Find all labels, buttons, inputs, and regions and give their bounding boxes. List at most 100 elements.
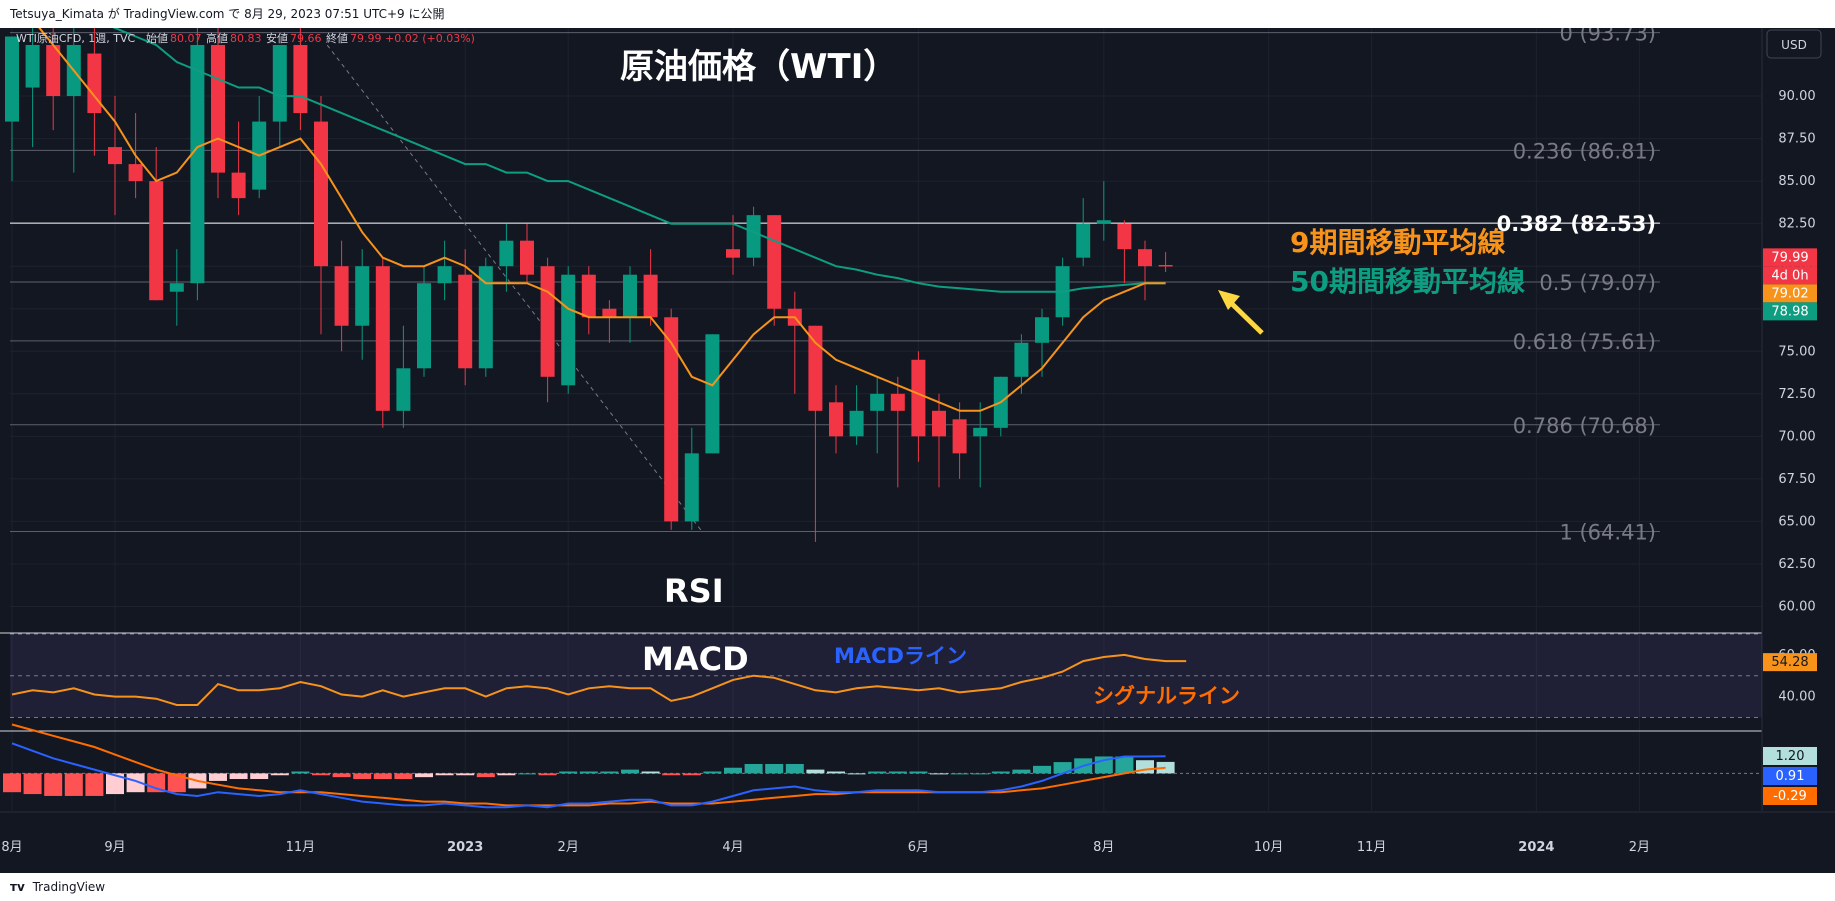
legend-close-label: 終値 [326, 31, 348, 45]
macd-histogram-bar [497, 773, 516, 776]
candle-body [1076, 223, 1091, 258]
time-tick-label: 2023 [447, 840, 483, 855]
price-badge-label: 79.99 [1771, 250, 1808, 265]
price-chart[interactable]: 0 (93.73) 0.236 (86.81) 0.382 (82.53) 0.5 (… [0, 28, 1835, 873]
candle-body [149, 181, 164, 301]
candle-body [581, 274, 596, 318]
macd-histogram-bar [270, 773, 289, 776]
candle-body [849, 410, 864, 437]
legend-open-label: 始値 [146, 31, 168, 45]
candle-body [973, 427, 988, 437]
candle-body [767, 215, 782, 309]
price-axis: 90.0087.5085.0082.5080.0077.5075.0072.50… [1763, 89, 1817, 805]
rsi-tick-label: 40.00 [1778, 690, 1815, 705]
time-tick-label: 10月 [1254, 840, 1284, 855]
candle-body [1158, 265, 1173, 267]
ma9-label: 9期間移動平均線 [1290, 226, 1505, 259]
tradingview-logo-icon: ᴛᴠ [10, 880, 25, 894]
tradingview-footer: ᴛᴠ TradingView [0, 873, 1835, 901]
candle-body [458, 274, 473, 369]
legend-open-value: 80.07 [170, 32, 202, 45]
macd-histogram-bar [1115, 756, 1134, 774]
time-tick-label: 2月 [558, 840, 579, 855]
candle-body [272, 45, 287, 122]
candle-body [561, 274, 576, 386]
candle-body [417, 283, 431, 369]
candle-body [1035, 317, 1049, 343]
rsi-badge [1763, 653, 1817, 672]
macd-histogram-bar [456, 773, 475, 776]
macd-histogram-bar [250, 773, 269, 780]
candle-body [169, 283, 184, 292]
macd-histogram-bar [1033, 765, 1051, 774]
tradingview-logo-text: TradingView [32, 880, 106, 894]
macd-histogram-bar [85, 773, 104, 796]
legend-low-value: 79.66 [290, 32, 322, 45]
legend-high-value: 80.83 [230, 32, 262, 45]
candle-body [108, 147, 122, 165]
macd-histogram-bar [641, 771, 660, 774]
price-badge [1763, 284, 1817, 303]
macd-histogram-bar [1012, 769, 1031, 774]
macd-histogram-bar [888, 771, 907, 774]
macd-histogram-bar [621, 769, 639, 774]
time-tick-label: 9月 [104, 840, 125, 855]
candle-body [46, 45, 61, 97]
candle-body [932, 410, 946, 437]
candle-body [87, 53, 102, 114]
candle-body [1096, 220, 1111, 224]
moving-averages [38, 28, 1166, 412]
candle-body [314, 121, 328, 267]
macd-histogram-bar [971, 773, 990, 775]
candle-body [726, 249, 740, 258]
macd-histogram-bar [373, 773, 392, 780]
signal-line-label: シグナルライン [1093, 684, 1240, 708]
currency-button[interactable]: USD [1766, 29, 1822, 59]
candle-body [643, 274, 658, 318]
fib-label: 0.382 (82.53) [1497, 212, 1656, 236]
macd-badge-label: 1.20 [1776, 749, 1805, 764]
candle-body [437, 266, 452, 284]
publish-info-bar: Tetsuya_Kimata が TradingView.com で 8月 29… [0, 0, 1835, 28]
legend-close-value: 79.99 +0.02 (+0.03%) [350, 32, 475, 45]
macd-histogram-bar [559, 771, 578, 774]
macd-histogram-bar [703, 771, 722, 774]
price-tick-label: 72.50 [1778, 387, 1815, 402]
macd-histogram-bar [662, 773, 681, 776]
candle-body [520, 240, 534, 275]
macd-histogram-bar [167, 773, 186, 793]
ma50-line [112, 28, 1166, 293]
macd-badge [1763, 787, 1817, 805]
macd-histogram-bar [579, 771, 598, 774]
candle-body [128, 164, 143, 182]
macd-histogram-bar [1053, 762, 1072, 774]
candle-body [602, 308, 617, 318]
macd-histogram-bar [847, 773, 866, 775]
time-tick-label: 2月 [1629, 840, 1650, 855]
macd-badge-label: 0.91 [1776, 769, 1805, 784]
macd-histogram-bar [909, 771, 928, 774]
macd-line-label: MACDライン [834, 644, 967, 668]
macd-histogram-bar [682, 773, 701, 776]
macd-histogram-bar [950, 773, 969, 775]
rsi-line [11, 653, 1187, 706]
fib-label: 0.236 (86.81) [1513, 139, 1656, 163]
trend-line-segment [326, 44, 703, 532]
candle-body [190, 45, 205, 284]
candle-body [705, 334, 720, 454]
macd-badge [1763, 767, 1817, 785]
macd-histogram-bar [415, 773, 433, 778]
macd-histogram-bar [600, 771, 619, 774]
price-badge [1763, 266, 1817, 285]
candle-body [540, 266, 555, 377]
macd-histogram-bar [394, 773, 413, 780]
macd-histogram-bar [23, 773, 42, 795]
macd-histogram-bar [291, 771, 310, 774]
macd-histogram-bar [435, 773, 454, 776]
candle-body [293, 45, 308, 114]
time-axis: 8月 9月 11月 2023 2月 4月 6月 8月 10月 11月 2024 2月 [1, 840, 1650, 855]
candle-body [375, 266, 390, 411]
macd-histogram-bar [785, 763, 804, 774]
price-tick-label: 65.00 [1778, 514, 1815, 529]
candle-body [5, 36, 19, 122]
